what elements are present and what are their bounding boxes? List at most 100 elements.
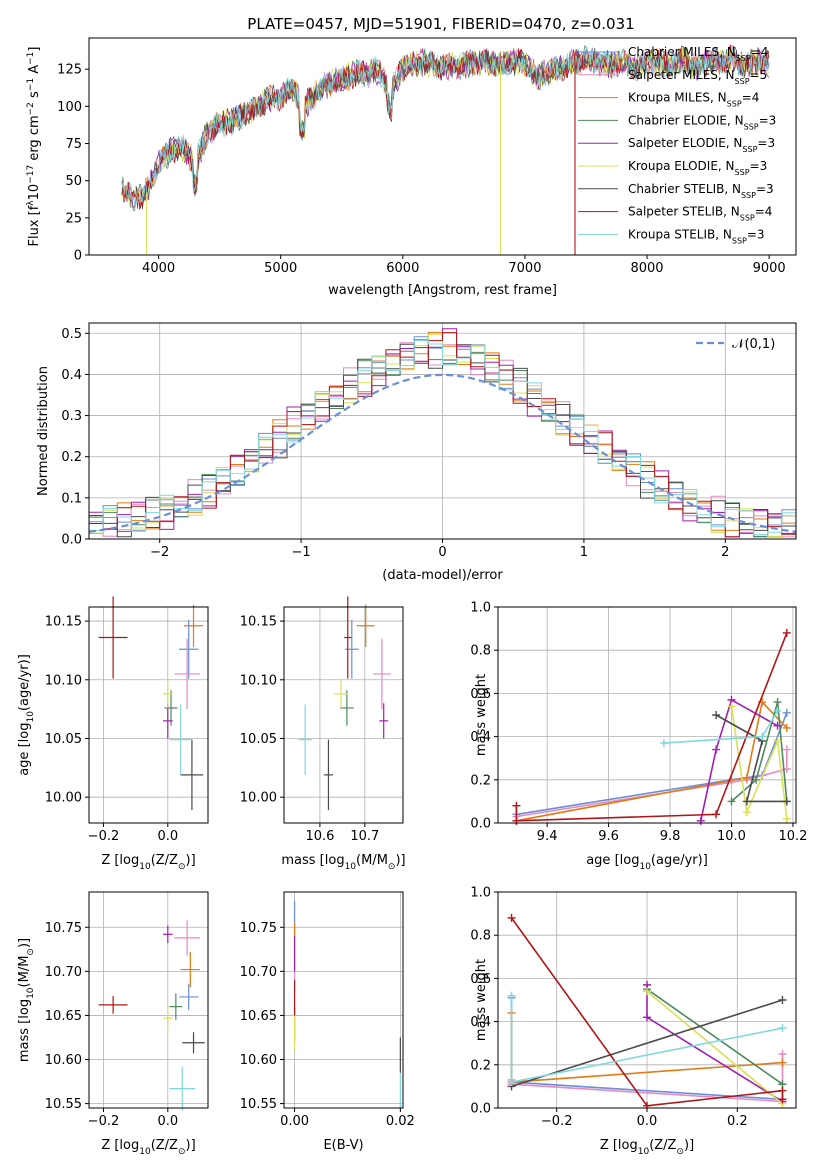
weight-marker [782, 723, 791, 732]
y-tick-label: 10.15 [45, 615, 82, 630]
y-axis-label-part: Flux [f [27, 205, 42, 246]
x-axis-label-part: (Z/Z [649, 1138, 676, 1153]
legend-label-part: =4 [751, 45, 769, 59]
weight-marker [782, 814, 791, 823]
weight-line [646, 990, 784, 1105]
age-vs-mass-panel: 10.6 10.7 10.00 10.05 10.10 10.15 mass [log10(… [240, 596, 406, 872]
x-tick-label: 0.02 [386, 1114, 415, 1129]
weight-marker [507, 991, 516, 1000]
y-tick-label: 1.0 [470, 601, 491, 616]
y-axis-label-part: ⊙ [26, 948, 36, 956]
histogram-step [89, 332, 796, 538]
x-tick-label: 0 [438, 545, 446, 560]
x-tick-label: 0.00 [280, 1114, 309, 1129]
x-tick-label: 0.0 [637, 1114, 658, 1129]
weight-marker [712, 810, 721, 819]
x-axis-label-part: Z [log [101, 853, 139, 868]
legend-label-part: Chabrier ELODIE, N [628, 113, 744, 127]
x-axis-label-part: mass [log [281, 853, 344, 868]
x-tick-label: 9.4 [537, 829, 558, 844]
weight-line [516, 749, 788, 818]
x-axis-label: Z [log10(Z/Z⊙)] [101, 853, 195, 872]
weight-marker [507, 913, 516, 922]
legend-label: Kroupa ELODIE, NSSP=3 [628, 159, 767, 177]
x-tick-label: 10.6 [305, 829, 334, 844]
x-tick-label: 0.0 [157, 829, 178, 844]
weight-marker [773, 721, 782, 730]
y-tick-label: 0.4 [61, 368, 82, 383]
y-axis-label: Normed distribution [36, 366, 51, 496]
weight-marker [507, 1078, 516, 1087]
weight-marker [512, 801, 521, 810]
y-tick-label: 0.6 [470, 972, 491, 987]
legend-label-part: =3 [757, 136, 775, 150]
legend-label: Salpeter STELIB, NSSP=4 [628, 205, 772, 223]
x-axis-label-part: )] [684, 1138, 694, 1153]
x-axis-label-part: 10 [345, 862, 357, 872]
legend-label-part: =4 [755, 205, 773, 219]
x-tick-label: 7000 [508, 261, 541, 276]
x-axis-label-part: )] [395, 853, 405, 868]
axes-frame [88, 606, 209, 824]
y-tick-label: 10.55 [240, 1097, 277, 1112]
x-tick-label: 0.0 [157, 1114, 178, 1129]
x-axis-label-part: (Z/Z [151, 853, 178, 868]
y-tick-label: 25 [65, 211, 82, 226]
weight-marker [782, 797, 791, 806]
legend-label-part: Salpeter STELIB, N [628, 205, 740, 219]
axes-frame [283, 891, 404, 1109]
histogram-step [89, 340, 796, 536]
x-tick-label: 10.2 [778, 829, 807, 844]
x-tick-label: 0.2 [727, 1114, 748, 1129]
x-axis-label: E(B-V) [323, 1138, 363, 1153]
axes-frame [283, 606, 404, 824]
x-axis-label-part: (M/M [356, 853, 388, 868]
legend-label-part: SSP [732, 236, 747, 245]
x-axis-label: Z [log10(Z/Z⊙)] [600, 1138, 694, 1157]
x-axis-label-part: ⊙ [676, 1147, 684, 1157]
y-tick-label: 0.0 [470, 817, 491, 832]
x-tick-label: 4000 [142, 261, 175, 276]
legend-label: Kroupa MILES, NSSP=4 [628, 91, 759, 109]
y-axis-label-part: ] [27, 47, 42, 52]
spectrum-panel: 4000 5000 6000 7000 8000 9000 0 25 50 75 100 125 Cha… [26, 37, 797, 298]
y-tick-label: 0.1 [61, 491, 82, 506]
y-tick-label: 0 [74, 249, 82, 264]
y-tick-label: 0.3 [61, 409, 82, 424]
weight-marker [659, 739, 668, 748]
x-tick-label: 1 [580, 545, 588, 560]
weight-marker [782, 745, 791, 754]
x-tick-label: −0.2 [541, 1114, 573, 1129]
y-axis-label-part: s [27, 91, 42, 102]
weight-line [515, 632, 788, 822]
weight-marker [778, 996, 787, 1004]
x-axis-label-part: 10 [639, 862, 651, 872]
y-axis-label-part: λ [26, 200, 36, 206]
weight-marker [742, 808, 751, 817]
y-tick-label: 10.10 [45, 673, 82, 688]
y-axis-label: mass weight [474, 959, 489, 1041]
y-tick-label: 10.75 [240, 921, 277, 936]
x-tick-label: 6000 [386, 261, 419, 276]
y-axis-label-part: 10 [26, 711, 36, 723]
weight-marker [727, 702, 736, 711]
y-tick-label: 125 [57, 63, 82, 78]
gaussian-curve [88, 373, 797, 533]
legend-label: Chabrier MILES, NSSP=4 [628, 45, 768, 63]
y-axis-label-part: age [log [17, 723, 32, 776]
x-axis-label-part: 10 [638, 1147, 650, 1157]
weight-marker [696, 816, 705, 825]
weight-marker [742, 797, 751, 806]
legend-label-part: Salpeter ELODIE, N [628, 136, 742, 150]
y-tick-label: 10.65 [240, 1009, 277, 1024]
x-axis-label: (data-model)/error [382, 568, 503, 583]
x-axis-label-part: 10 [139, 1147, 151, 1157]
weight-marker [782, 628, 791, 637]
x-axis-label-part: 10 [139, 862, 151, 872]
weight-marker [727, 797, 736, 806]
residual-panel: −2 −1 0 1 2 0.0 0.1 0.2 0.3 0.4 0.5 𝒩(0,1) (data-mod… [36, 322, 797, 583]
weight-marker [773, 736, 782, 745]
x-axis-label-part: ⊙ [388, 862, 396, 872]
